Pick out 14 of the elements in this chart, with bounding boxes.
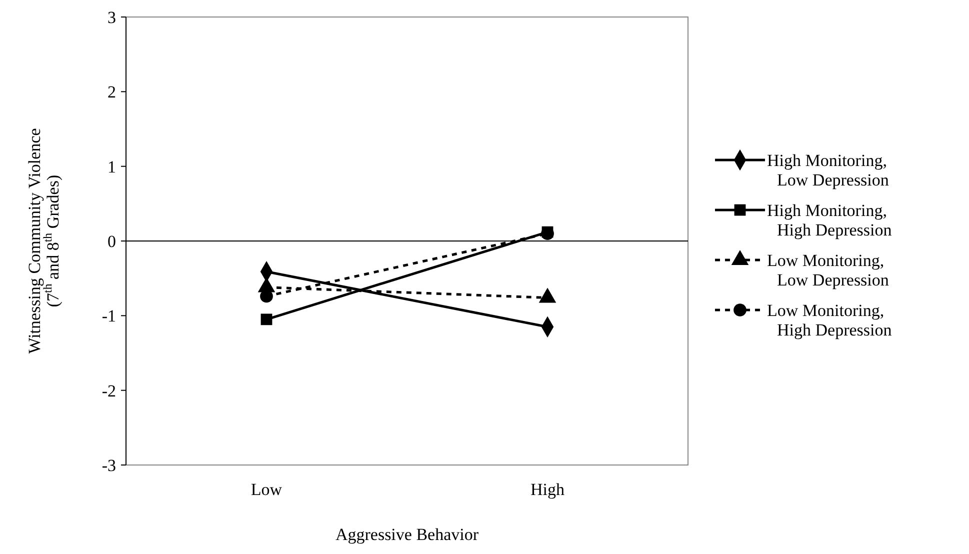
legend-label: High Monitoring, Low Depression [767, 150, 890, 190]
y-tick-label: 1 [108, 157, 116, 176]
x-axis-title: Aggressive Behavior [335, 525, 479, 544]
y-tick-label: -2 [102, 381, 116, 400]
x-tick-label: Low [250, 480, 283, 499]
legend-label: Low Monitoring, Low Depression [767, 250, 890, 290]
legend-label: High Monitoring, High Depression [767, 200, 892, 240]
y-tick-label: 2 [108, 82, 116, 102]
y-tick-label: -3 [102, 456, 116, 475]
x-tick-label: High [530, 480, 565, 499]
y-tick-label: -1 [102, 306, 116, 326]
y-tick-label: 3 [108, 8, 116, 27]
y-tick-label: 0 [108, 232, 116, 251]
legend-label: Low Monitoring, High Depression [767, 300, 892, 340]
